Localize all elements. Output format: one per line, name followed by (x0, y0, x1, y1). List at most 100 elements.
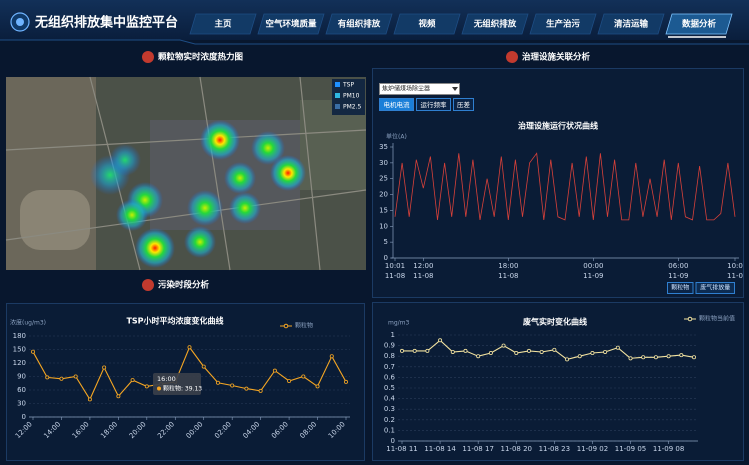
layer-label[interactable]: PM10 (343, 93, 360, 100)
layer-swatch[interactable] (335, 104, 340, 109)
point (315, 384, 320, 389)
x-tick-label: 12:00 (413, 262, 433, 270)
nav-label[interactable]: 视频 (418, 19, 436, 30)
heat-spot (187, 190, 223, 226)
point (476, 354, 481, 359)
point (514, 351, 519, 356)
nav-label[interactable]: 生产治污 (546, 19, 581, 30)
tab[interactable] (379, 98, 414, 111)
point (412, 348, 417, 353)
tab-label[interactable]: 压差 (457, 100, 471, 109)
point (329, 354, 334, 359)
x-tick-label: 11-08 17 (462, 445, 493, 453)
x-tick-date: 11-09 (668, 272, 688, 280)
logo-core (16, 18, 24, 26)
nav-tab[interactable] (461, 13, 529, 35)
point (230, 383, 235, 388)
x-tick-label: 11-09 05 (615, 445, 646, 453)
tab-label[interactable]: 电机电流 (384, 100, 411, 109)
nav-label[interactable]: 清洁运输 (614, 19, 649, 30)
tooltip-text: 颗粒物: 39.13 (163, 385, 202, 393)
panel (372, 302, 744, 461)
section-icon (142, 51, 154, 63)
x-tick-label: 11-08 14 (424, 445, 456, 453)
select-box[interactable] (379, 83, 460, 95)
nav-tab[interactable] (257, 13, 325, 35)
y-tick-label: 180 (13, 332, 26, 340)
heat-spot (116, 199, 148, 231)
nav-label[interactable]: 主页 (214, 19, 232, 30)
point (258, 388, 263, 393)
nav-label[interactable]: 数据分析 (682, 19, 717, 30)
tab-label[interactable]: 运行频率 (421, 100, 448, 109)
y-tick-label: 0.1 (384, 426, 395, 434)
button-label[interactable]: 废气排放量 (700, 284, 730, 292)
x-tick-date: 11-09 (583, 272, 603, 280)
y-tick-label: 0.8 (384, 352, 395, 360)
tab[interactable] (416, 98, 451, 111)
button-group: 颗粒物 废气排放量 (667, 282, 735, 294)
y-tick-label: 1 (391, 331, 395, 339)
point (30, 349, 35, 354)
heat-spot (200, 120, 240, 160)
nav-tab[interactable] (665, 13, 733, 35)
y-tick-label: 20 (379, 191, 388, 199)
point (641, 355, 646, 360)
tooltip (153, 373, 201, 395)
layer-list: TSP PM10 PM2.5 (335, 82, 362, 111)
y-tick-label: 15 (379, 206, 388, 214)
header-rule (0, 39, 749, 45)
nav-label[interactable]: 无组织排放 (473, 19, 517, 30)
x-tick-label: 11-08 23 (539, 445, 570, 453)
button[interactable] (695, 282, 735, 294)
layer-swatch[interactable] (335, 82, 340, 87)
x-tick-label: 11-09 02 (577, 445, 608, 453)
button-label[interactable]: 颗粒物 (671, 284, 689, 292)
x-tick-date: 11-08 (385, 272, 405, 280)
y-tick-label: 0 (391, 437, 395, 445)
point (272, 368, 277, 373)
x-tick-date: 11-08 (413, 272, 433, 280)
heat-spot (184, 226, 216, 258)
nav-tab[interactable] (393, 13, 461, 35)
y-tick-label: 0.3 (384, 405, 395, 413)
heat-spot (229, 192, 261, 224)
layer-label[interactable]: TSP (342, 82, 354, 89)
nav-label[interactable]: 有组织排放 (338, 19, 381, 30)
layer-label[interactable]: PM2.5 (343, 104, 362, 111)
legend-marker (687, 316, 693, 322)
chart-title: 废气实时变化曲线 (523, 317, 587, 327)
tab-group: 电机电流 运行频率 压差 (379, 98, 474, 111)
y-tick-label: 5 (384, 238, 388, 246)
point (565, 357, 570, 362)
map-area (20, 190, 90, 250)
y-tick-label: 0.4 (384, 395, 396, 403)
heat-spot (109, 144, 141, 176)
nav-tab[interactable] (597, 13, 665, 35)
nav-tab[interactable] (189, 13, 257, 35)
point (653, 355, 658, 360)
point (526, 348, 531, 353)
button[interactable] (667, 282, 694, 294)
x-tick-label: 10:01 (385, 262, 405, 270)
nav-tab[interactable] (325, 13, 393, 35)
point (144, 384, 149, 389)
y-tick-label: 120 (13, 359, 26, 367)
point (501, 343, 506, 348)
y-tick-label: 60 (17, 386, 26, 394)
point (450, 349, 455, 354)
tab[interactable] (453, 98, 474, 111)
point (45, 375, 50, 380)
nav-tab[interactable] (529, 13, 597, 35)
tooltip-dot (157, 386, 161, 391)
y-axis-label: mg/m3 (388, 320, 410, 327)
point (244, 386, 249, 391)
nav: 主页 空气环境质量 有组织排放 视频 无组织排放 生产治污 清洁运输 数据分析 (189, 13, 733, 38)
point (488, 351, 493, 356)
layer-swatch[interactable] (335, 93, 340, 98)
x-tick-label: 18:00 (498, 262, 518, 270)
select-value[interactable]: 焦炉储煤场除尘器 (382, 85, 430, 93)
heat-spot (224, 162, 256, 194)
nav-label[interactable]: 空气环境质量 (265, 19, 317, 30)
point (87, 397, 92, 402)
